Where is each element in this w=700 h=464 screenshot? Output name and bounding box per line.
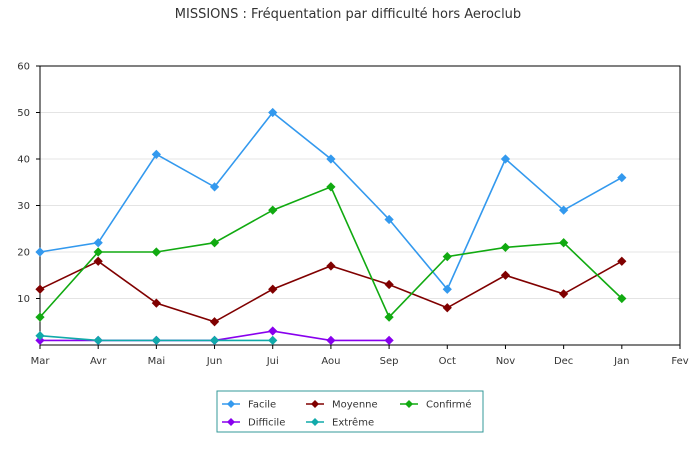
data-point bbox=[268, 335, 278, 345]
data-point bbox=[559, 238, 569, 248]
y-tick-label: 30 bbox=[17, 201, 30, 212]
data-point bbox=[268, 205, 278, 215]
data-point bbox=[35, 247, 45, 257]
x-tick-label: Fev bbox=[671, 356, 688, 367]
chart-title: MISSIONS : Fréquentation par difficulté … bbox=[175, 7, 521, 22]
data-point bbox=[151, 335, 161, 345]
legend-entry: Difficile bbox=[222, 418, 285, 429]
legend-label: Facile bbox=[248, 400, 276, 411]
data-point bbox=[326, 335, 336, 345]
y-axis-ticks: 10 20 30 40 50 60 bbox=[17, 62, 40, 305]
legend-label: Confirmé bbox=[426, 399, 472, 411]
gridlines bbox=[40, 112, 680, 299]
data-point bbox=[209, 335, 220, 345]
x-tick-label: Dec bbox=[554, 356, 573, 367]
x-tick-label: Mar bbox=[31, 356, 51, 367]
legend: Facile Moyenne Confirmé Difficile Extrême bbox=[216, 390, 484, 433]
x-tick-label: Jun bbox=[206, 356, 223, 367]
data-point bbox=[617, 172, 627, 183]
y-tick-label: 50 bbox=[17, 108, 30, 119]
legend-label: Extrême bbox=[332, 417, 374, 429]
legend-marker bbox=[405, 400, 413, 408]
legend-entry: Extrême bbox=[306, 417, 374, 429]
x-tick-label: Oct bbox=[439, 356, 456, 367]
x-tick-label: Nov bbox=[496, 356, 516, 367]
data-point bbox=[559, 289, 569, 299]
series-0 bbox=[35, 107, 627, 294]
x-axis-ticks: Mar Avr Mai Jun Jui Aou Sep Oct Nov Dec Jan Fev bbox=[31, 345, 689, 367]
legend-marker bbox=[311, 418, 319, 426]
data-point bbox=[93, 256, 103, 266]
data-point bbox=[384, 279, 394, 290]
data-point bbox=[93, 238, 103, 248]
legend-marker bbox=[227, 418, 235, 426]
data-point bbox=[326, 154, 336, 164]
data-point bbox=[442, 284, 452, 294]
data-point bbox=[93, 247, 103, 257]
legend-entry: Moyenne bbox=[306, 400, 378, 411]
data-point bbox=[617, 293, 627, 304]
data-point bbox=[384, 335, 394, 345]
y-tick-label: 40 bbox=[17, 155, 30, 166]
series-1 bbox=[35, 256, 627, 327]
data-point bbox=[500, 270, 511, 280]
data-point bbox=[209, 238, 220, 248]
data-point bbox=[268, 107, 278, 118]
data-point bbox=[35, 284, 45, 294]
legend-marker bbox=[311, 400, 319, 408]
data-point bbox=[442, 303, 452, 313]
legend-entry: Facile bbox=[222, 400, 276, 411]
x-tick-label: Aou bbox=[321, 356, 340, 367]
data-point bbox=[151, 247, 161, 257]
x-tick-label: Mai bbox=[148, 356, 166, 367]
data-point bbox=[559, 205, 569, 215]
data-point bbox=[326, 261, 336, 271]
x-tick-label: Avr bbox=[90, 356, 107, 367]
data-point bbox=[209, 182, 220, 192]
legend-label: Difficile bbox=[248, 418, 285, 429]
data-point bbox=[617, 256, 627, 266]
data-point bbox=[500, 242, 511, 252]
series-2 bbox=[35, 182, 627, 322]
series-4 bbox=[35, 331, 278, 345]
data-point bbox=[35, 331, 45, 341]
data-point bbox=[384, 214, 394, 225]
data-point bbox=[35, 335, 45, 345]
legend-entry: Confirmé bbox=[400, 399, 472, 411]
x-tick-label: Jui bbox=[266, 356, 279, 367]
data-point bbox=[384, 312, 394, 322]
x-tick-label: Sep bbox=[380, 356, 399, 367]
y-tick-label: 60 bbox=[17, 62, 30, 73]
legend-label: Moyenne bbox=[332, 400, 378, 411]
data-point bbox=[35, 312, 45, 322]
data-point bbox=[268, 326, 278, 336]
data-point bbox=[500, 154, 511, 164]
data-point bbox=[93, 335, 103, 345]
legend-box bbox=[216, 390, 484, 433]
data-point bbox=[151, 298, 161, 308]
legend-marker bbox=[227, 400, 235, 408]
data-point bbox=[268, 284, 278, 294]
y-tick-label: 10 bbox=[17, 294, 30, 305]
data-point bbox=[151, 149, 161, 159]
x-tick-label: Jan bbox=[613, 356, 629, 367]
data-point bbox=[209, 317, 220, 327]
data-point bbox=[442, 252, 452, 262]
y-tick-label: 20 bbox=[17, 248, 30, 259]
data-point bbox=[326, 182, 336, 192]
series-group bbox=[35, 107, 627, 345]
